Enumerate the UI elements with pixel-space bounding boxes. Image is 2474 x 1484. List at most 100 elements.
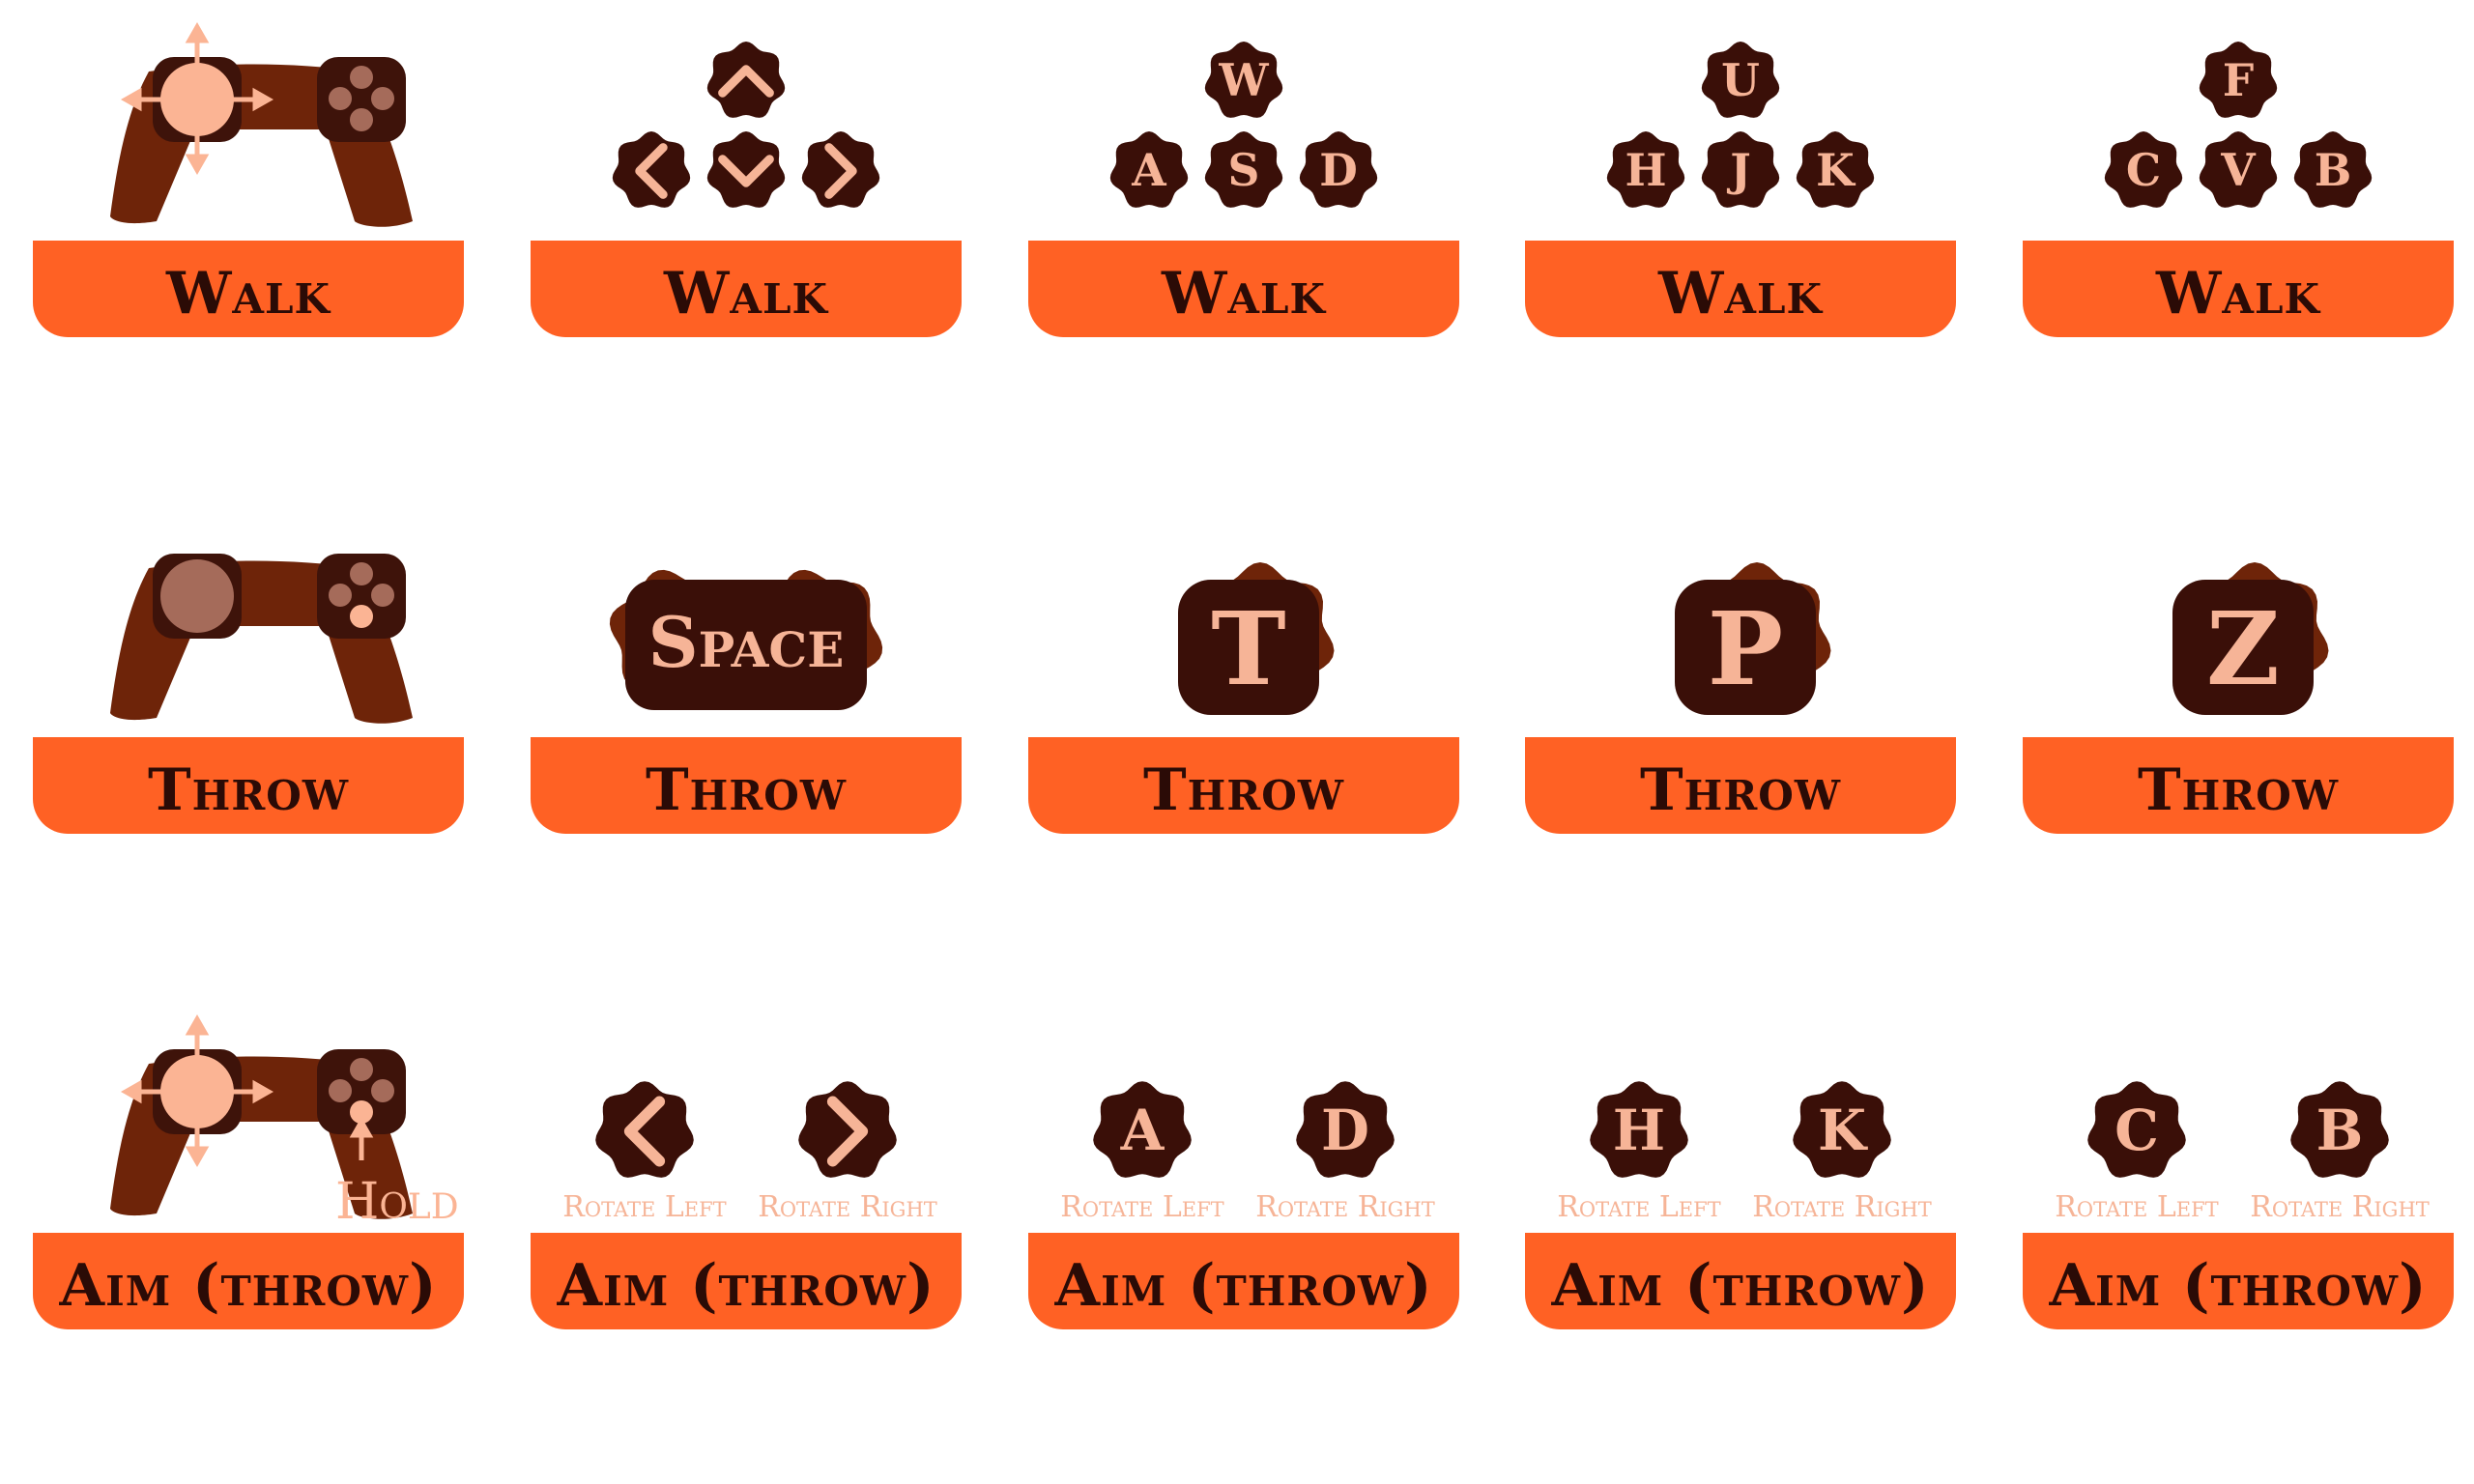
- face-button-active: [350, 605, 373, 628]
- control-card: A D Rotate Left Rotate Right Aim (throw): [1028, 1025, 1459, 1431]
- control-card: Space Throw: [531, 529, 962, 935]
- key-rotate-right: K: [1793, 1081, 1891, 1178]
- action-banner: Walk: [2023, 241, 2454, 337]
- action-label: Walk: [165, 260, 331, 328]
- control-illustration: Hold: [110, 1013, 459, 1231]
- key-rotate-left-glyph: C: [2114, 1098, 2159, 1163]
- action-label: Throw: [1143, 756, 1344, 824]
- control-illustration: F C V B: [2104, 42, 2373, 208]
- face-button: [350, 562, 373, 585]
- face-button: [329, 584, 352, 607]
- key-down-glyph: [718, 155, 774, 187]
- right-button-pad: [317, 554, 406, 639]
- control-illustration: T: [1178, 562, 1335, 715]
- action-banner: Aim (throw): [531, 1233, 962, 1329]
- rotate-left-label: Rotate Left: [2055, 1190, 2218, 1224]
- action-banner: Throw: [1525, 737, 1956, 834]
- key-right-glyph: D: [1319, 144, 1358, 196]
- hold-label: Hold: [335, 1173, 459, 1231]
- key-rotate-left-glyph: H: [1613, 1098, 1665, 1163]
- face-button: [350, 108, 373, 131]
- control-card: Walk: [531, 33, 962, 439]
- control-card: Walk: [33, 21, 464, 439]
- key-left-glyph: C: [2126, 144, 2161, 196]
- key-right: K: [1796, 131, 1875, 208]
- action-banner: Aim (throw): [1525, 1233, 1956, 1329]
- action-banner: Aim (throw): [2023, 1233, 2454, 1329]
- key-rotate-right-glyph: K: [1818, 1098, 1868, 1163]
- action-label: Walk: [2155, 260, 2320, 328]
- key-rotate-left: [595, 1081, 694, 1178]
- rotate-left-label: Rotate Left: [562, 1190, 726, 1224]
- gamepad-icon: [110, 554, 413, 724]
- rotate-right-label: Rotate Right: [2250, 1190, 2430, 1224]
- face-button: [350, 66, 373, 89]
- face-button: [371, 87, 394, 110]
- key-rotate-left: A: [1093, 1081, 1192, 1178]
- key-right: [801, 131, 880, 208]
- key-up: W: [1204, 42, 1283, 118]
- key-down-glyph: S: [1228, 144, 1260, 196]
- key-rotate-left-glyph: A: [1120, 1098, 1165, 1163]
- key-rotate-left: H: [1590, 1081, 1688, 1178]
- key-label: Space: [648, 601, 845, 683]
- key-rotate-right-glyph: D: [1321, 1098, 1369, 1163]
- control-illustration: H K Rotate Left Rotate Right: [1557, 1081, 1932, 1224]
- control-card: Z Throw: [2023, 529, 2454, 935]
- control-illustration: Z: [2172, 562, 2329, 715]
- action-label: Aim (throw): [1551, 1252, 1930, 1320]
- hold-arrow-icon: [349, 1116, 374, 1160]
- key-t: T: [1178, 562, 1335, 715]
- control-illustration: [612, 42, 880, 208]
- gamepad-icon: [110, 21, 413, 227]
- action-banner: Walk: [33, 241, 464, 337]
- control-illustration: Rotate Left Rotate Right: [562, 1081, 937, 1224]
- face-button-active: [350, 1100, 373, 1124]
- key-down-glyph: V: [2220, 144, 2257, 196]
- control-card: T Throw: [1028, 529, 1459, 935]
- key-z: Z: [2172, 562, 2329, 715]
- gamepad-icon: Hold: [110, 1013, 459, 1231]
- key-left: C: [2104, 131, 2183, 208]
- key-right-glyph: [824, 143, 857, 199]
- action-label: Throw: [1640, 756, 1841, 824]
- key-left-glyph: H: [1625, 144, 1666, 196]
- key-left: A: [1109, 131, 1189, 208]
- action-banner: Throw: [531, 737, 962, 834]
- rotate-left-label: Rotate Left: [1060, 1190, 1223, 1224]
- face-button: [329, 1079, 352, 1102]
- face-button: [371, 1079, 394, 1102]
- action-banner: Throw: [33, 737, 464, 834]
- control-illustration: [110, 21, 413, 227]
- key-p: P: [1675, 562, 1831, 715]
- control-card: Hold Aim (throw): [33, 1013, 464, 1431]
- action-banner: Throw: [2023, 737, 2454, 834]
- key-space: Space: [609, 569, 883, 710]
- control-illustration: U H J K: [1606, 42, 1875, 208]
- stick-direction-arrows-icon: [120, 21, 274, 176]
- face-button: [329, 87, 352, 110]
- action-label: Walk: [1657, 260, 1823, 328]
- control-illustration: Space: [609, 569, 883, 710]
- control-illustration: C B Rotate Left Rotate Right: [2055, 1081, 2430, 1224]
- key-label: P: [1708, 589, 1783, 708]
- control-illustration: P: [1675, 562, 1831, 715]
- key-rotate-right: [798, 1081, 897, 1178]
- control-card: F C V B Walk: [2023, 33, 2454, 439]
- key-right-glyph: B: [2315, 144, 2352, 196]
- key-up: [706, 42, 786, 118]
- key-right: B: [2293, 131, 2373, 208]
- key-right-glyph: K: [1816, 144, 1856, 196]
- left-stick: [160, 559, 234, 633]
- key-down-glyph: J: [1726, 144, 1751, 196]
- rotate-right-label: Rotate Right: [758, 1190, 937, 1224]
- face-button: [350, 1058, 373, 1081]
- control-card: U H J K Walk: [1525, 33, 1956, 439]
- action-banner: Aim (throw): [1028, 1233, 1459, 1329]
- action-banner: Walk: [531, 241, 962, 337]
- control-card: C B Rotate Left Rotate Right Aim (throw): [2023, 1025, 2454, 1431]
- control-card: Rotate Left Rotate Right Aim (throw): [531, 1025, 962, 1431]
- key-up: U: [1701, 42, 1780, 118]
- key-left: [612, 131, 691, 208]
- key-up-glyph: U: [1721, 54, 1760, 106]
